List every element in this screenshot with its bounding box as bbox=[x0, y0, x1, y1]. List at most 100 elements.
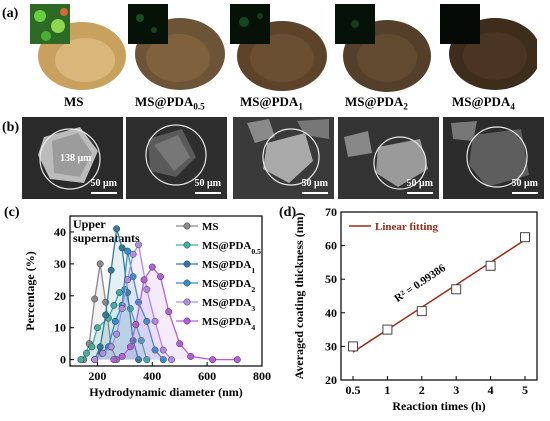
y-tick-label: 50 bbox=[325, 272, 337, 286]
scale-bar-4 bbox=[407, 192, 433, 194]
data-point bbox=[77, 356, 85, 364]
legend-marker bbox=[183, 241, 191, 249]
data-point bbox=[132, 321, 140, 328]
panel-a-letter: (a) bbox=[2, 6, 19, 21]
data-point bbox=[485, 260, 496, 271]
sem-image-pda4: 50 μm bbox=[443, 117, 544, 199]
data-point bbox=[165, 308, 173, 316]
series-fill bbox=[83, 263, 117, 360]
data-point bbox=[118, 244, 126, 252]
data-point bbox=[93, 324, 101, 332]
data-point bbox=[143, 285, 151, 293]
series-fill bbox=[94, 228, 139, 360]
data-point bbox=[209, 356, 217, 364]
data-point bbox=[99, 349, 107, 357]
data-point bbox=[115, 289, 123, 297]
annotation-line-1: Upper bbox=[73, 217, 106, 231]
data-point bbox=[107, 343, 115, 351]
annotation-line-2: supernatants bbox=[73, 231, 140, 245]
y-axis-label: Percentage (%) bbox=[23, 251, 37, 330]
data-point bbox=[451, 284, 462, 295]
legend-label: MS@PDA3 bbox=[202, 297, 255, 313]
data-point bbox=[124, 276, 132, 284]
x-axis-label: Reaction times (h) bbox=[392, 399, 485, 413]
scale-bar-5 bbox=[512, 192, 538, 194]
x-tick-label: 200 bbox=[88, 369, 106, 383]
data-point bbox=[348, 341, 358, 352]
data-point bbox=[416, 306, 427, 317]
data-point bbox=[168, 356, 175, 364]
legend-marker bbox=[183, 279, 191, 287]
data-point bbox=[129, 250, 137, 258]
sample-label-ms: MS bbox=[64, 94, 84, 109]
y-axis-label: Averaged coating thickness (nm) bbox=[292, 213, 306, 380]
y-tick-label: 20 bbox=[325, 373, 337, 387]
sem-image-pda05: 50 μm bbox=[126, 117, 227, 199]
plot-frame bbox=[69, 215, 263, 367]
fluorescence-inset-pda1 bbox=[230, 4, 270, 44]
data-point bbox=[91, 295, 99, 303]
sample-label-pda4: MS@PDA4 bbox=[452, 94, 515, 112]
data-point bbox=[143, 356, 151, 364]
x-tick-label: 2 bbox=[419, 383, 425, 397]
y-tick-label: 40 bbox=[325, 306, 337, 320]
x-tick-label: 4 bbox=[488, 383, 494, 397]
scale-bar-2 bbox=[195, 192, 221, 194]
sample-label-pda2: MS@PDA2 bbox=[345, 94, 408, 112]
x-tick-label: 5 bbox=[522, 383, 528, 397]
scale-label-4: 50 μm bbox=[406, 178, 434, 189]
data-point bbox=[135, 356, 143, 364]
legend-label: Linear fitting bbox=[375, 221, 439, 233]
legend-marker bbox=[183, 298, 191, 306]
data-point bbox=[124, 247, 132, 255]
series-fill bbox=[94, 244, 172, 360]
scale-label-2: 50 μm bbox=[194, 178, 222, 189]
y-tick-label: 70 bbox=[325, 205, 337, 219]
x-tick-label: 800 bbox=[253, 369, 271, 383]
data-point bbox=[96, 260, 104, 268]
legend-label: MS bbox=[202, 221, 219, 233]
data-point bbox=[143, 317, 151, 325]
y-tick-label: 10 bbox=[54, 321, 66, 335]
legend-label: MS@PDA1 bbox=[202, 259, 255, 275]
data-point bbox=[135, 241, 143, 249]
legend-marker bbox=[183, 222, 191, 230]
x-tick-label: 600 bbox=[198, 369, 216, 383]
x-axis-label: Hydrodynamic diameter (nm) bbox=[89, 385, 243, 399]
data-point bbox=[176, 340, 184, 348]
data-point bbox=[187, 352, 195, 360]
panel-c-letter: (c) bbox=[4, 205, 20, 220]
data-point bbox=[140, 276, 148, 284]
scale-bar-1 bbox=[91, 192, 117, 194]
scale-label-5: 50 μm bbox=[511, 178, 539, 189]
data-point bbox=[157, 273, 164, 281]
data-point bbox=[110, 356, 118, 364]
y-tick-label: 60 bbox=[325, 239, 337, 253]
data-point bbox=[102, 311, 110, 319]
legend-marker bbox=[183, 260, 191, 268]
fluorescence-inset-pda05 bbox=[128, 4, 168, 44]
data-point bbox=[129, 273, 137, 281]
scale-bar-3 bbox=[302, 192, 328, 194]
scale-label-1: 50 μm bbox=[90, 178, 118, 189]
sem-image-ms: 138 μm 50 μm bbox=[22, 117, 123, 199]
scale-label-3: 50 μm bbox=[301, 178, 329, 189]
y-tick-label: 0 bbox=[60, 353, 66, 367]
legend-label: MS@PDA2 bbox=[202, 278, 255, 294]
data-point bbox=[137, 337, 145, 344]
y-tick-label: 30 bbox=[54, 257, 66, 271]
data-point bbox=[107, 266, 115, 274]
y-tick-label: 20 bbox=[54, 289, 66, 303]
data-point bbox=[96, 343, 104, 351]
x-tick-label: 400 bbox=[143, 369, 161, 383]
x-tick-label: 3 bbox=[453, 383, 459, 397]
fit-line bbox=[352, 239, 526, 353]
fluorescence-inset-ms bbox=[30, 4, 70, 44]
sem-image-pda1: 50 μm bbox=[233, 117, 334, 199]
data-point bbox=[113, 330, 121, 338]
data-point bbox=[111, 317, 119, 325]
coating-thickness-chart: (d) 20 30 40 50 60 70 0.5 1 2 3 4 5 Reaction times (h… bbox=[279, 205, 538, 413]
data-point bbox=[118, 305, 126, 313]
plot-frame bbox=[340, 211, 538, 381]
data-point bbox=[148, 263, 156, 271]
